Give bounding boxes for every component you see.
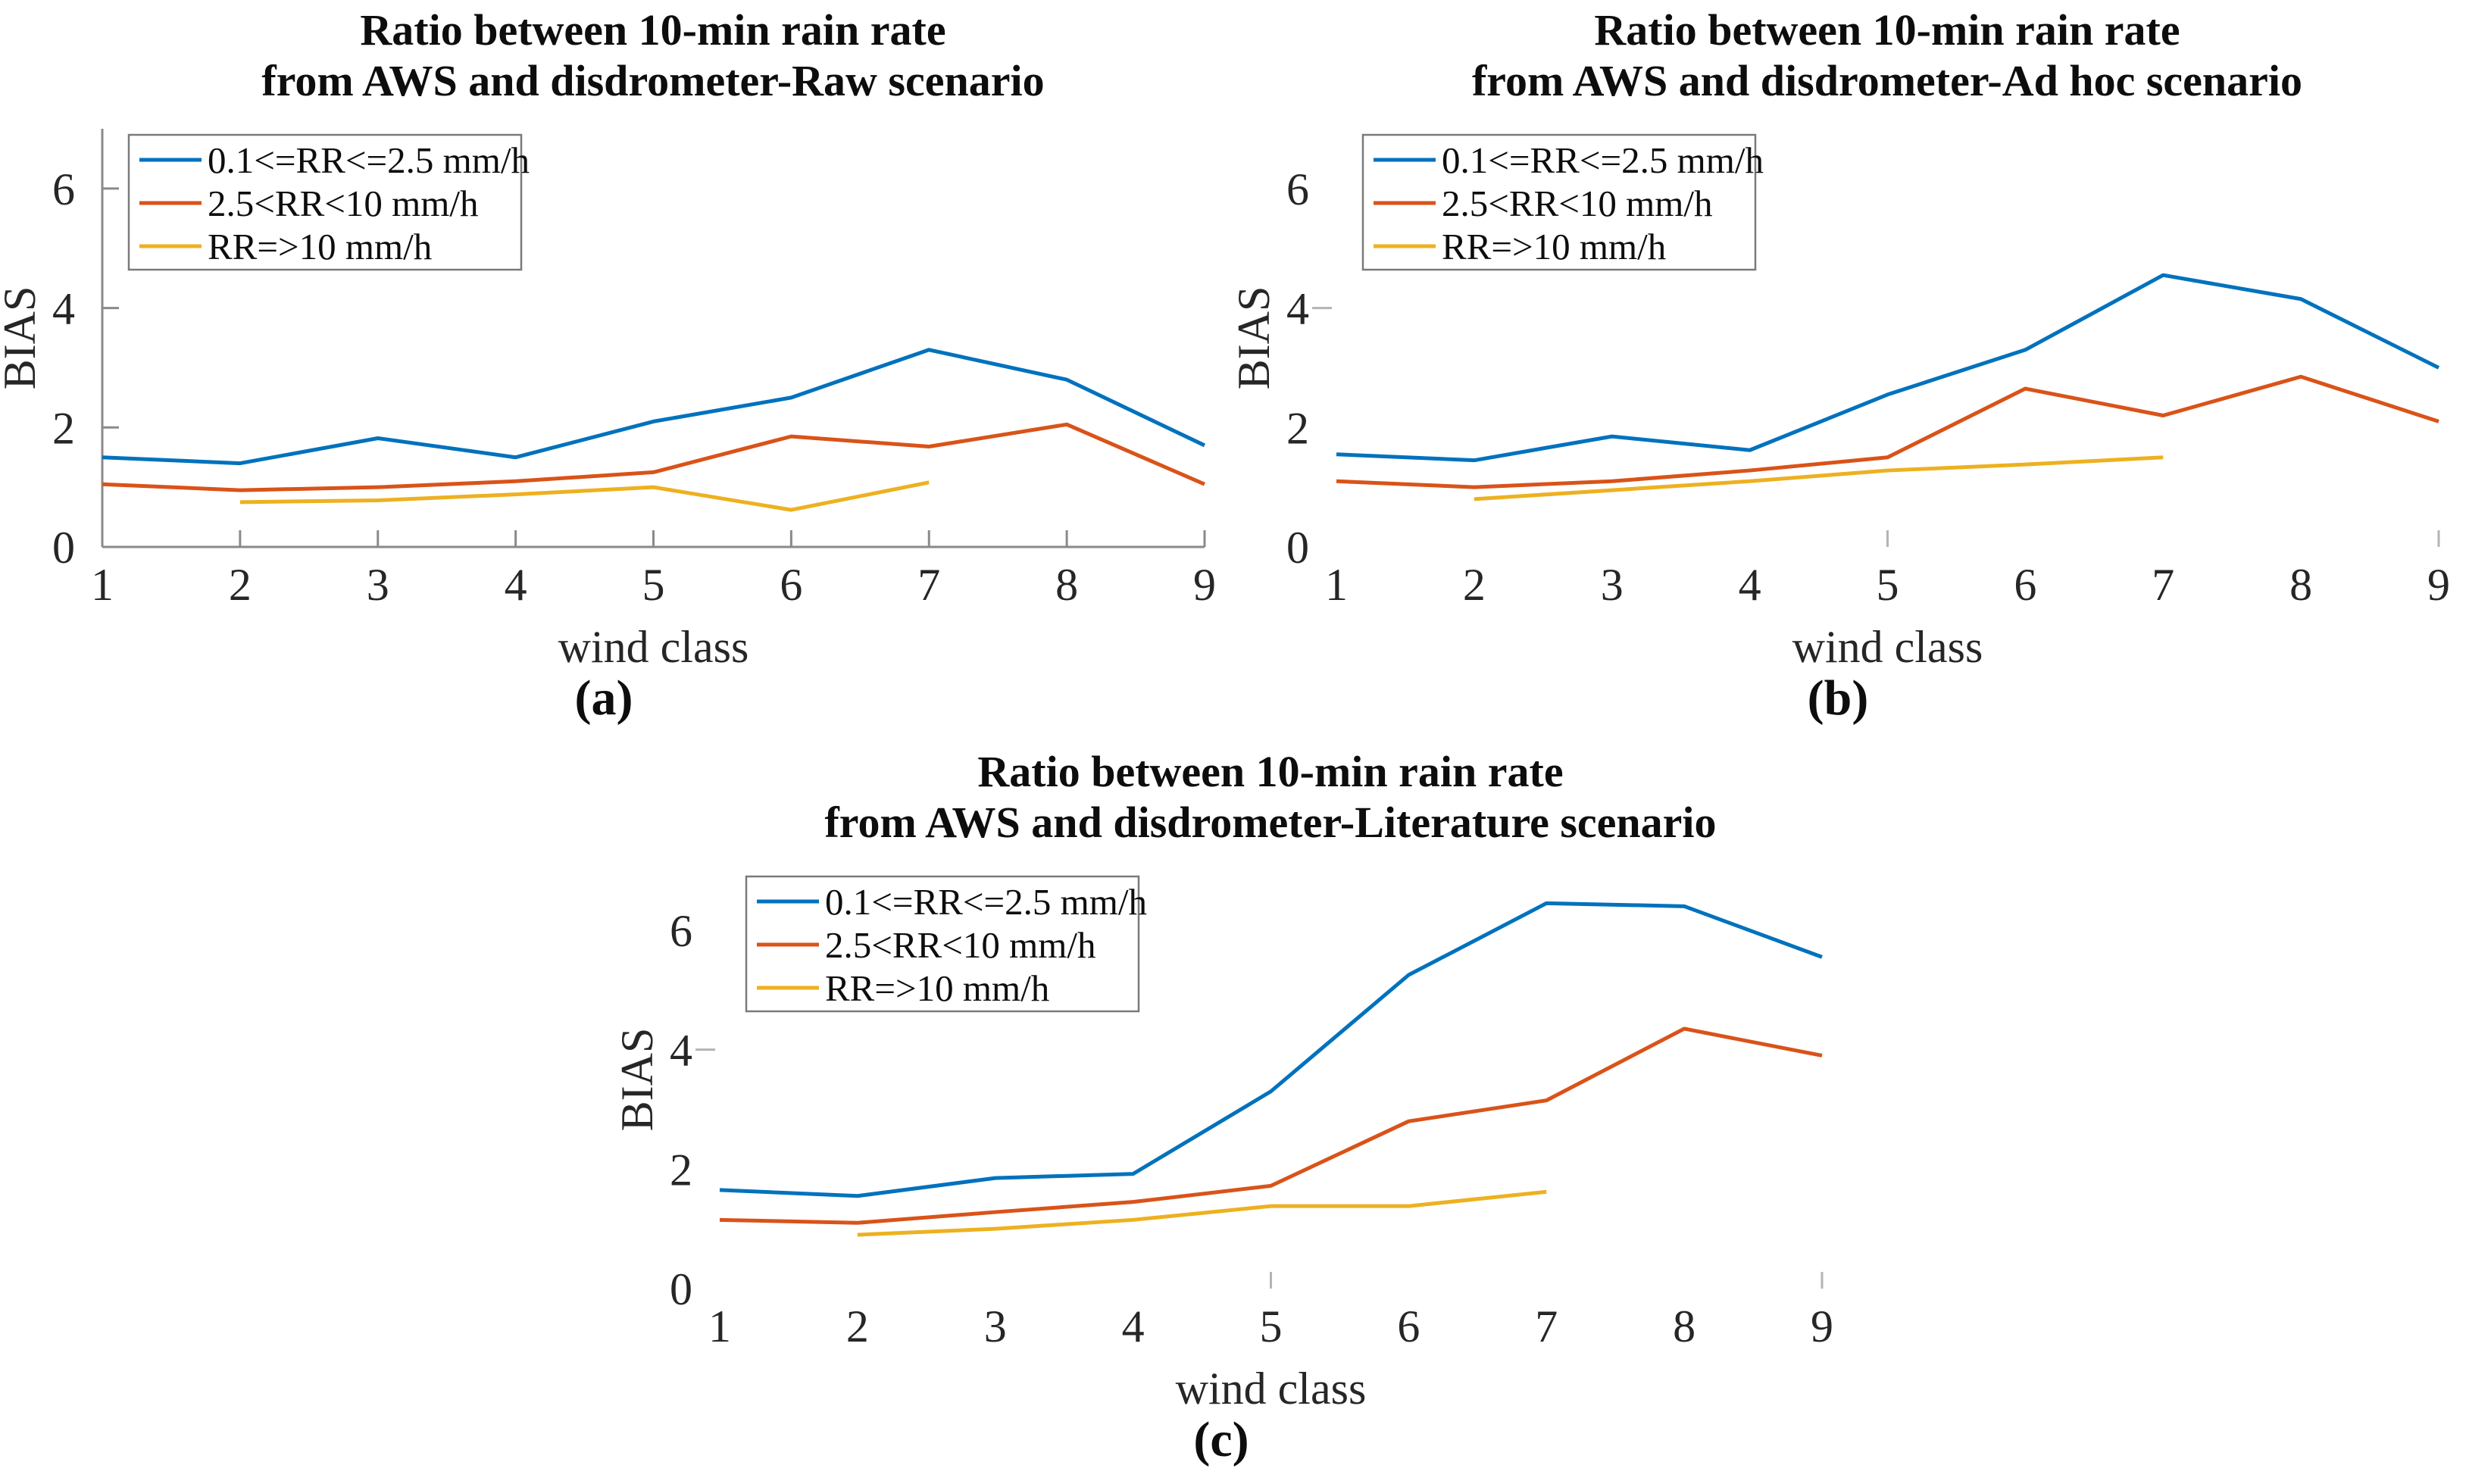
y-tick-label: 6 — [52, 164, 75, 214]
chart-literature-scenario: 1 2 3 4 5 6 7 8 9 0 2 4 6 wind class BIAS 0.1<=RR<=2.5 … — [617, 742, 1852, 1484]
x-tick-label: 8 — [1673, 1301, 1695, 1351]
x-tick-label: 5 — [642, 560, 665, 610]
chart-title-line2: from AWS and disdrometer-Raw scenario — [261, 56, 1045, 106]
chart-canvas-adhoc: 1 2 3 4 5 6 7 8 9 0 2 4 6 wind class BIAS 0.1<=RR<=2.5 … — [1234, 133, 2450, 672]
legend-item-label: 2.5<RR<10 mm/h — [1442, 183, 1712, 224]
x-tick-label: 2 — [846, 1301, 869, 1351]
series-line-0 — [102, 348, 1206, 466]
series-line-0 — [1336, 273, 2440, 463]
legend-item-label: RR=>10 mm/h — [1442, 226, 1666, 267]
legend: 0.1<=RR<=2.5 mm/h2.5<RR<10 mm/hRR=>10 mm… — [745, 875, 1147, 1013]
series-line-2 — [857, 1189, 1547, 1237]
legend-item-label: 0.1<=RR<=2.5 mm/h — [1442, 139, 1764, 181]
y-tick-label: 4 — [1286, 284, 1309, 334]
series-line-0 — [719, 901, 1823, 1198]
x-axis-label: wind class — [1176, 1364, 1367, 1414]
chart-title-line1: Ratio between 10-min rain rate — [1594, 5, 2180, 55]
x-tick-label: 3 — [984, 1301, 1007, 1351]
x-tick-label: 7 — [2152, 560, 2174, 610]
y-axis-label: BIAS — [0, 286, 45, 390]
x-tick-label: 9 — [2427, 560, 2450, 610]
legend-item-label: 2.5<RR<10 mm/h — [208, 183, 478, 224]
x-tick-label: 7 — [917, 560, 940, 610]
x-tick-label: 1 — [708, 1301, 731, 1351]
chart-adhoc-scenario: 1 2 3 4 5 6 7 8 9 0 2 4 6 wind class BIAS 0.1<=RR<=2.5 … — [1234, 0, 2469, 742]
x-tick-label: 1 — [91, 560, 114, 610]
x-tick-label: 9 — [1193, 560, 1216, 610]
chart-title: Ratio between 10-min rain rate from AWS … — [36, 5, 1270, 107]
x-tick-label: 5 — [1260, 1301, 1283, 1351]
x-tick-label: 2 — [229, 560, 252, 610]
chart-title: Ratio between 10-min rain rate from AWS … — [1270, 5, 2469, 107]
series-line-1 — [102, 422, 1205, 492]
y-tick-label: 2 — [1286, 403, 1309, 453]
legend-item-label: 0.1<=RR<=2.5 mm/h — [825, 881, 1147, 923]
series-line-2 — [1474, 455, 2164, 501]
y-tick-label: 0 — [670, 1264, 692, 1314]
x-tick-label: 8 — [2289, 560, 2312, 610]
legend: 0.1<=RR<=2.5 mm/h2.5<RR<10 mm/hRR=>10 mm… — [127, 133, 530, 271]
chart-title-line2: from AWS and disdrometer-Ad hoc scenario — [1471, 56, 2303, 106]
y-tick-label: 0 — [1286, 523, 1309, 573]
subfigure-label-b: (b) — [1807, 670, 1869, 726]
legend-item-label: RR=>10 mm/h — [208, 226, 432, 267]
x-tick-label: 1 — [1325, 560, 1348, 610]
x-axis-label: wind class — [558, 622, 749, 672]
y-axis-label: BIAS — [1234, 286, 1279, 390]
chart-raw-scenario: 1 2 3 4 5 6 7 8 9 0 2 4 6 wind class BIAS 0.1<=RR<=2.5 … — [0, 0, 1235, 742]
chart-title: Ratio between 10-min rain rate from AWS … — [653, 746, 1888, 848]
axes: 1 2 3 4 5 6 7 8 9 0 2 4 6 wind class BIAS — [0, 129, 1216, 672]
x-tick-label: 3 — [367, 560, 389, 610]
x-tick-label: 3 — [1601, 560, 1624, 610]
chart-canvas-raw: 1 2 3 4 5 6 7 8 9 0 2 4 6 wind class BIAS 0.1<=RR<=2.5 … — [0, 129, 1216, 672]
chart-canvas-literature: 1 2 3 4 5 6 7 8 9 0 2 4 6 wind class BIAS 0.1<=RR<=2.5 … — [617, 875, 1833, 1414]
y-axis-label: BIAS — [617, 1028, 662, 1132]
subfigure-label-a: (a) — [574, 670, 633, 726]
x-tick-label: 7 — [1535, 1301, 1558, 1351]
subfigure-label-c: (c) — [1193, 1412, 1249, 1467]
y-tick-label: 0 — [52, 523, 75, 573]
legend: 0.1<=RR<=2.5 mm/h2.5<RR<10 mm/hRR=>10 mm… — [1361, 133, 1764, 271]
legend-item-label: 0.1<=RR<=2.5 mm/h — [208, 139, 530, 181]
x-tick-label: 4 — [1739, 560, 1761, 610]
series-line-1 — [719, 1026, 1823, 1225]
x-tick-label: 5 — [1877, 560, 1899, 610]
series-line-2 — [239, 480, 930, 512]
x-tick-label: 8 — [1055, 560, 1078, 610]
y-tick-label: 6 — [1286, 164, 1309, 214]
x-tick-label: 4 — [1122, 1301, 1145, 1351]
series-line-1 — [1336, 374, 2439, 489]
axes: 1 2 3 4 5 6 7 8 9 0 2 4 6 wind class BIAS — [1234, 164, 2450, 672]
y-tick-label: 4 — [52, 284, 75, 334]
x-tick-label: 6 — [2014, 560, 2036, 610]
x-axis-label: wind class — [1792, 622, 1983, 672]
chart-title-line1: Ratio between 10-min rain rate — [977, 747, 1564, 796]
x-tick-label: 4 — [505, 560, 527, 610]
x-tick-label: 6 — [780, 560, 802, 610]
x-tick-label: 6 — [1397, 1301, 1420, 1351]
axes: 1 2 3 4 5 6 7 8 9 0 2 4 6 wind class BIAS — [617, 906, 1833, 1414]
chart-title-line2: from AWS and disdrometer-Literature scen… — [824, 798, 1717, 848]
y-tick-label: 4 — [670, 1026, 692, 1076]
chart-title-line1: Ratio between 10-min rain rate — [360, 5, 946, 55]
x-tick-label: 9 — [1811, 1301, 1833, 1351]
y-tick-label: 2 — [52, 403, 75, 453]
legend-item-label: RR=>10 mm/h — [825, 967, 1049, 1009]
y-tick-label: 2 — [670, 1145, 692, 1195]
legend-item-label: 2.5<RR<10 mm/h — [825, 924, 1095, 966]
y-tick-label: 6 — [670, 906, 692, 956]
x-tick-label: 2 — [1463, 560, 1486, 610]
